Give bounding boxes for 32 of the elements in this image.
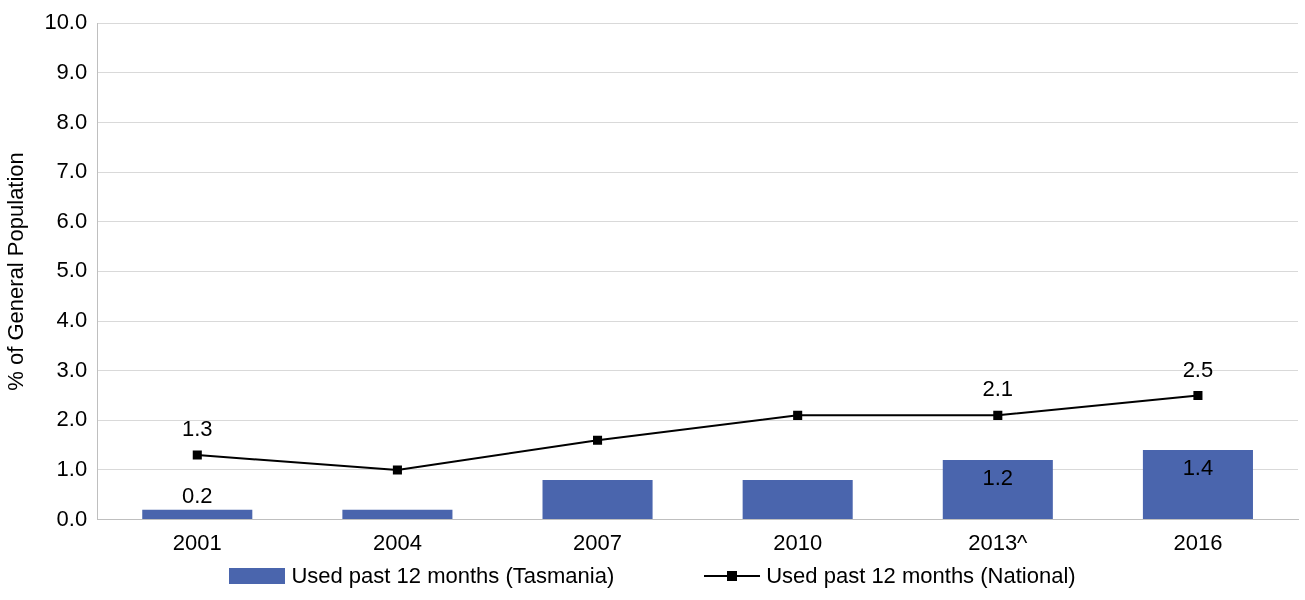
y-tick-label: 7.0: [56, 158, 88, 184]
y-axis-title: % of General Population: [3, 152, 29, 391]
point: [192, 450, 202, 460]
data-label: 2.1: [982, 376, 1014, 402]
data-label: 1.3: [181, 416, 213, 442]
point: [392, 465, 402, 475]
y-tick-label: 8.0: [56, 108, 88, 134]
point: [793, 410, 803, 420]
data-label: 2.5: [1182, 356, 1214, 382]
y-tick-label: 0.0: [56, 505, 88, 531]
point: [1193, 390, 1203, 401]
x-tick-label: 2010: [773, 529, 823, 555]
point: [993, 410, 1003, 420]
y-tick-label: 2.0: [56, 406, 88, 432]
point: [593, 435, 603, 445]
data-label: 0.2: [181, 482, 213, 508]
legend-label: Used past 12 months (Tasmania): [291, 563, 615, 589]
y-tick-label: 6.0: [56, 207, 88, 233]
y-tick-label: 3.0: [56, 356, 88, 382]
y-tick-label: 5.0: [56, 257, 88, 283]
x-tick-label: 2013^: [968, 529, 1029, 555]
y-tick-label: 4.0: [56, 307, 88, 333]
data-label: 1.2: [982, 465, 1014, 491]
y-tick-label: 1.0: [56, 456, 88, 482]
legend-label: Used past 12 months (National): [766, 563, 1076, 589]
x-tick-label: 2007: [573, 529, 623, 555]
x-tick-label: 2016: [1173, 529, 1223, 555]
x-tick-label: 2001: [172, 529, 222, 555]
y-tick-label: 10.0: [44, 9, 88, 35]
y-tick-label: 9.0: [56, 58, 88, 84]
x-tick-label: 2004: [372, 529, 422, 555]
data-label: 1.4: [1182, 455, 1214, 481]
